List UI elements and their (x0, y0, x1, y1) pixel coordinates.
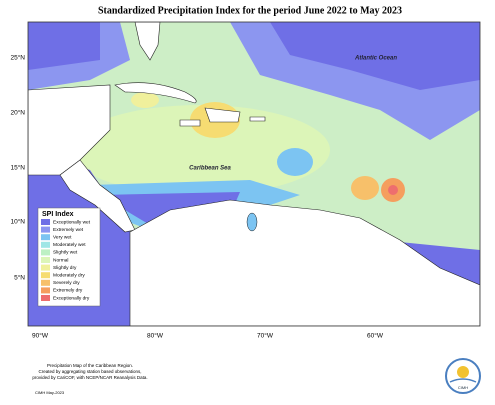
lat-label: 15°N (10, 164, 25, 172)
footer-line: provided by CariCOF, with NCEP/NCAR Rean… (32, 375, 147, 380)
legend-label: Exceptionally dry (53, 295, 90, 301)
legend-swatch (41, 219, 50, 225)
graticule-labels: 90°W 80°W 70°W 60°W 25°N 20°N 15°N 10°N 5°N (10, 54, 383, 340)
map-frame (27, 21, 481, 327)
lon-label: 70°W (257, 332, 274, 340)
legend-swatch (41, 249, 50, 256)
legend-swatch (41, 287, 50, 294)
map-area (28, 22, 480, 326)
legend-label: Moderately dry (53, 272, 85, 278)
footer-line: Precipitation Map of the Caribbean Regio… (47, 363, 133, 368)
logo: CIMH (445, 358, 481, 394)
legend-swatch (41, 241, 50, 248)
logo-text: CIMH (458, 385, 468, 390)
legend-title: SPI Index (42, 211, 74, 218)
footer-line: Created by aggregating station based obs… (38, 369, 141, 374)
legend-label: Slightly dry (53, 265, 77, 271)
place-label: Atlantic Ocean (354, 56, 397, 62)
legend-label: Exceptionally wet (53, 219, 91, 225)
legend-swatch (41, 279, 50, 286)
lat-label: 25°N (10, 54, 25, 62)
lon-label: 90°W (32, 332, 49, 340)
footer: Precipitation Map of the Caribbean Regio… (32, 363, 147, 395)
legend-label: Slightly wet (53, 250, 78, 256)
legend-swatch (41, 226, 50, 233)
legend-label: Normal (53, 257, 68, 263)
legend-label: Extremely dry (53, 288, 83, 294)
legend-label: Extremely wet (53, 227, 84, 233)
lat-label: 10°N (10, 218, 25, 226)
legend-swatch (41, 295, 50, 301)
legend-swatch (41, 257, 50, 263)
legend-swatch (41, 272, 50, 279)
legend-label: Severely dry (53, 280, 80, 286)
legend-label: Moderately wet (53, 242, 86, 248)
legend: SPI Index Exceptionally wet Extremely wet… (37, 207, 101, 307)
legend-swatch (41, 234, 50, 241)
legend-label: Very wet (53, 234, 72, 240)
title: Standardized Precipitation Index for the… (98, 5, 402, 16)
legend-swatch (41, 264, 50, 271)
lon-label: 60°W (367, 332, 384, 340)
place-label: Caribbean Sea (189, 166, 231, 172)
lat-label: 5°N (14, 274, 25, 282)
lon-label: 80°W (147, 332, 164, 340)
footer-credit: CIMH May-2023 (35, 390, 65, 395)
lat-label: 20°N (10, 109, 25, 117)
